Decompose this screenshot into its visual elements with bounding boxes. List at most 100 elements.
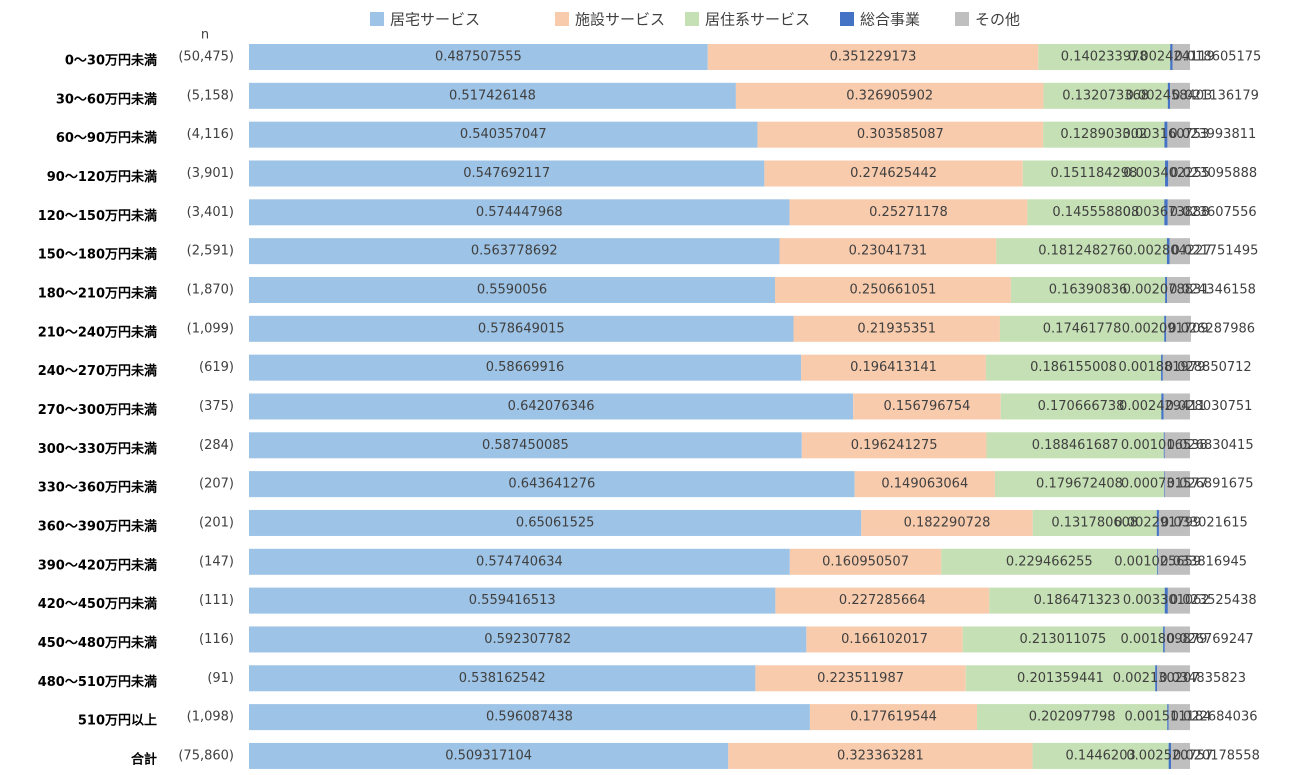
data-label: 0.023607556 [1170,205,1257,220]
data-label: 0.65061525 [516,515,595,530]
data-label: 0.517426148 [449,88,536,103]
data-label: 0.002520757 [1126,748,1213,763]
n-label: (207) [199,477,234,492]
data-label: 0.202097798 [1029,710,1116,725]
bar-segment [1163,432,1165,459]
n-label: (91) [207,671,234,686]
data-label: 0.002804227 [1125,244,1212,259]
data-label: 0.033021615 [1161,515,1248,530]
bar-segment [1168,742,1172,769]
bar-segment [1158,509,1190,536]
data-label: 0.58669916 [486,360,565,375]
bar-segment [249,742,729,769]
data-label: 0.000731577 [1121,477,1208,492]
category-label: 240～270万円未満 [38,363,157,379]
bar-segment [941,548,1158,575]
bar-segment [1032,742,1169,769]
bar-segment [1168,160,1190,187]
bar-segment [1172,44,1190,70]
data-label: 0.186155008 [1030,360,1117,375]
bar-segment [789,199,1028,226]
bar-segment [985,354,1162,381]
data-label: 0.001016538 [1121,438,1208,453]
data-label: 0.026891675 [1167,477,1254,492]
data-label: 0.574740634 [476,554,563,569]
data-label: 0.229466255 [1006,554,1093,569]
bar-segment [1166,238,1170,265]
legend-label: 総合事業 [860,11,920,29]
data-label: 0.17461778 [1043,321,1122,336]
bar-segment [1170,44,1173,70]
bar-segment [1027,199,1165,226]
bar-segment [1163,626,1165,653]
bar-segment [1167,82,1171,109]
data-label: 0.177619544 [850,710,937,725]
data-label: 0.002458403 [1126,88,1213,103]
bar-segment [735,82,1044,109]
data-label: 0.303585087 [857,127,944,142]
bar-segment [757,121,1044,148]
data-label: 0.643641276 [508,477,595,492]
category-label: 480～510万円未満 [38,674,157,690]
data-label: 0.131780608 [1051,515,1138,530]
n-label: (619) [199,360,234,375]
bar-segment [986,432,1164,459]
bar-segment [1000,393,1162,420]
n-label: (4,116) [187,127,234,142]
n-label: (3,901) [187,166,234,181]
data-label: 0.196241275 [851,438,938,453]
data-label: 0.003673888 [1123,205,1210,220]
n-label: (5,158) [187,88,234,103]
data-label: 0.023993811 [1169,127,1256,142]
n-label: (111) [199,593,234,608]
n-label: (75,860) [178,748,234,763]
n-label: (50,475) [178,50,234,65]
bar-segment [1164,121,1168,148]
bar-segment [249,665,756,692]
bar-segment [249,626,807,653]
bar-segment [861,509,1033,536]
n-label: (375) [199,399,234,414]
data-label: 0.201359441 [1017,671,1104,686]
data-label: 0.181248276 [1038,244,1125,259]
data-label: 0.166102017 [841,632,928,647]
category-label: 360～390万円未満 [38,518,157,534]
data-label: 0.156796754 [884,399,971,414]
data-label: 0.642076346 [508,399,595,414]
category-label: 210～240万円未満 [38,324,157,340]
data-label: 0.028850712 [1165,360,1252,375]
n-label: (2,591) [187,244,234,259]
data-label: 0.170666738 [1038,399,1125,414]
data-label: 0.509317104 [445,748,532,763]
bar-segment [1164,471,1190,498]
bar-segment [1171,742,1190,769]
data-label: 0.020178558 [1173,748,1260,763]
bar-segment [1164,587,1168,614]
data-label: 0.023525438 [1170,593,1257,608]
legend-label: 施設サービス [575,11,665,29]
data-label: 0.003301062 [1123,593,1210,608]
data-label: 0.001809879 [1121,632,1208,647]
bar-segment [249,471,855,498]
bar-segment [1164,432,1190,459]
data-label: 0.003160753 [1123,127,1210,142]
category-label: 30～60万円未満 [56,91,157,107]
data-label: 0.034835823 [1159,671,1246,686]
data-label: 0.351229173 [830,50,917,65]
bar-segment [249,82,736,109]
data-label: 0.563778692 [471,244,558,259]
data-label: 0.149063064 [881,477,968,492]
n-label: (3,401) [187,205,234,220]
bar-segment [249,160,765,187]
bar-segment [994,471,1165,498]
bar-segment [1167,587,1190,614]
bar-segment [1167,704,1169,731]
data-label: 0.578649015 [478,321,565,336]
data-label: 0.002424119 [1128,50,1215,65]
bar-segment [1162,354,1190,381]
data-label: 0.250661051 [850,282,937,297]
data-label: 0.538162542 [459,671,546,686]
data-label: 0.596087438 [486,710,573,725]
data-label: 0.132073368 [1062,88,1149,103]
legend-label: その他 [975,11,1020,29]
